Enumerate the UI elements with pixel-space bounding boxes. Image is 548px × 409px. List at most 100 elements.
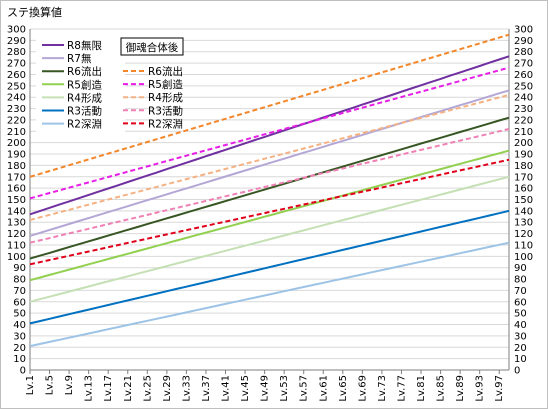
- y-tick-label-right: 50: [514, 309, 527, 320]
- y-tick-label-left: 140: [7, 206, 26, 217]
- y-tick-label-left: 0: [20, 366, 26, 377]
- x-tick-label: Lv.45: [240, 375, 251, 402]
- y-tick-label-left: 270: [7, 59, 26, 70]
- x-tick-label: Lv.57: [299, 375, 310, 402]
- legend-label: R4形成: [67, 92, 102, 104]
- series-line: [29, 66, 510, 200]
- series-line: [29, 89, 510, 237]
- y-tick-label-right: 40: [514, 320, 527, 331]
- y-tick-label-right: 30: [514, 331, 527, 342]
- x-tick-label: Lv.85: [436, 375, 447, 402]
- series-line: [29, 128, 510, 244]
- y-tick-label-right: 220: [514, 115, 533, 126]
- y-tick-label-left: 280: [7, 47, 26, 58]
- legend-label: R7無: [67, 52, 92, 65]
- y-tick-label-left: 120: [7, 229, 26, 240]
- x-tick-label: Lv.53: [279, 375, 290, 402]
- y-tick-label-right: 230: [514, 104, 533, 115]
- y-tick-label-right: 150: [514, 195, 533, 206]
- y-tick-label-right: 190: [514, 150, 533, 161]
- x-tick-label: Lv.9: [64, 375, 75, 395]
- y-tick-label-left: 230: [7, 104, 26, 115]
- series-line: [29, 158, 510, 266]
- x-tick-label: Lv.65: [338, 375, 349, 402]
- y-tick-label-left: 20: [13, 343, 26, 354]
- y-tick-label-right: 260: [514, 70, 533, 81]
- x-tick-label: Lv.61: [318, 375, 329, 402]
- legend-group-header-box: [120, 37, 184, 56]
- x-tick-label: Lv.29: [162, 375, 173, 402]
- y-tick-label-left: 70: [13, 286, 26, 297]
- legend: 御魂合体後 R8無限R7無R6流出R5創造R4形成R3活動R2深淵R6流出R5創…: [36, 34, 184, 132]
- y-tick-label-right: 180: [514, 161, 533, 172]
- legend-label: R2深淵: [67, 119, 102, 131]
- x-tick-label: Lv.81: [416, 375, 427, 402]
- y-tick-label-left: 220: [7, 115, 26, 126]
- y-tick-label-right: 160: [514, 184, 533, 195]
- series-line: [29, 175, 510, 303]
- y-tick-label-right: 250: [514, 81, 533, 92]
- series-lines: [29, 33, 510, 348]
- x-tick-label: Lv.69: [357, 375, 368, 402]
- legend-label: R8無限: [67, 39, 102, 52]
- chart-title: ステ換算値: [7, 5, 62, 19]
- gridlines: [30, 28, 509, 371]
- x-tick-label: Lv.1: [25, 375, 36, 395]
- y-tick-label-left: 50: [13, 309, 26, 320]
- y-tick-label-right: 100: [514, 252, 533, 263]
- y-tick-label-right: 300: [514, 25, 533, 36]
- y-tick-label-right: 60: [514, 297, 527, 308]
- series-line: [29, 209, 510, 325]
- x-tick-label: Lv.17: [103, 375, 114, 402]
- legend-left-bg: [36, 34, 125, 132]
- series-line: [29, 116, 510, 260]
- y-tick-label-left: 30: [13, 331, 26, 342]
- y-tick-label-right: 120: [514, 229, 533, 240]
- legend-label: R3活動: [148, 104, 183, 117]
- y-tick-label-left: 200: [7, 138, 26, 149]
- y-tick-label-right: 110: [514, 240, 533, 251]
- x-axis: Lv.1 Lv.5 Lv.9 Lv.13 Lv.17 Lv.21 Lv.25 Lv.29 Lv.…: [25, 369, 509, 402]
- x-tick-label: Lv.33: [181, 375, 192, 402]
- series-line: [29, 241, 510, 348]
- x-tick-label: Lv.21: [123, 375, 134, 402]
- y-axis-right: 0102030405060708090100110120130140150160…: [508, 25, 533, 377]
- y-tick-label-right: 240: [514, 93, 533, 104]
- y-tick-label-left: 10: [13, 354, 26, 365]
- y-tick-label-left: 180: [7, 161, 26, 172]
- y-tick-label-left: 250: [7, 81, 26, 92]
- y-tick-label-left: 260: [7, 70, 26, 81]
- y-tick-label-left: 40: [13, 320, 26, 331]
- legend-label: R2深淵: [148, 118, 183, 130]
- series-line: [29, 149, 510, 282]
- legend-label: R5創造: [148, 78, 183, 91]
- y-tick-label-left: 240: [7, 93, 26, 104]
- x-tick-label: Lv.77: [396, 375, 407, 402]
- x-tick-label: Lv.93: [475, 375, 486, 402]
- y-tick-label-left: 300: [7, 25, 26, 36]
- y-tick-label-left: 110: [7, 240, 26, 251]
- y-axis-left: 0102030405060708090100110120130140150160…: [7, 25, 31, 377]
- x-tick-label: Lv.37: [201, 375, 212, 402]
- y-tick-label-right: 20: [514, 343, 527, 354]
- y-tick-label-right: 290: [514, 36, 533, 47]
- y-tick-label-left: 190: [7, 150, 26, 161]
- y-tick-label-left: 150: [7, 195, 26, 206]
- legend-label: R6流出: [148, 65, 183, 78]
- y-tick-label-left: 90: [13, 263, 26, 274]
- x-tick-label: Lv.25: [142, 375, 153, 402]
- x-tick-label: Lv.49: [260, 375, 271, 402]
- y-tick-label-left: 130: [7, 218, 26, 229]
- y-tick-label-right: 70: [514, 286, 527, 297]
- legend-label: R3活動: [67, 105, 102, 118]
- y-tick-label-right: 280: [514, 47, 533, 58]
- y-tick-label-right: 140: [514, 206, 533, 217]
- y-tick-label-right: 200: [514, 138, 533, 149]
- y-tick-label-left: 170: [7, 172, 26, 183]
- x-tick-label: Lv.73: [377, 375, 388, 402]
- series-line: [29, 93, 510, 221]
- y-tick-label-right: 80: [514, 275, 527, 286]
- series-line: [29, 55, 510, 216]
